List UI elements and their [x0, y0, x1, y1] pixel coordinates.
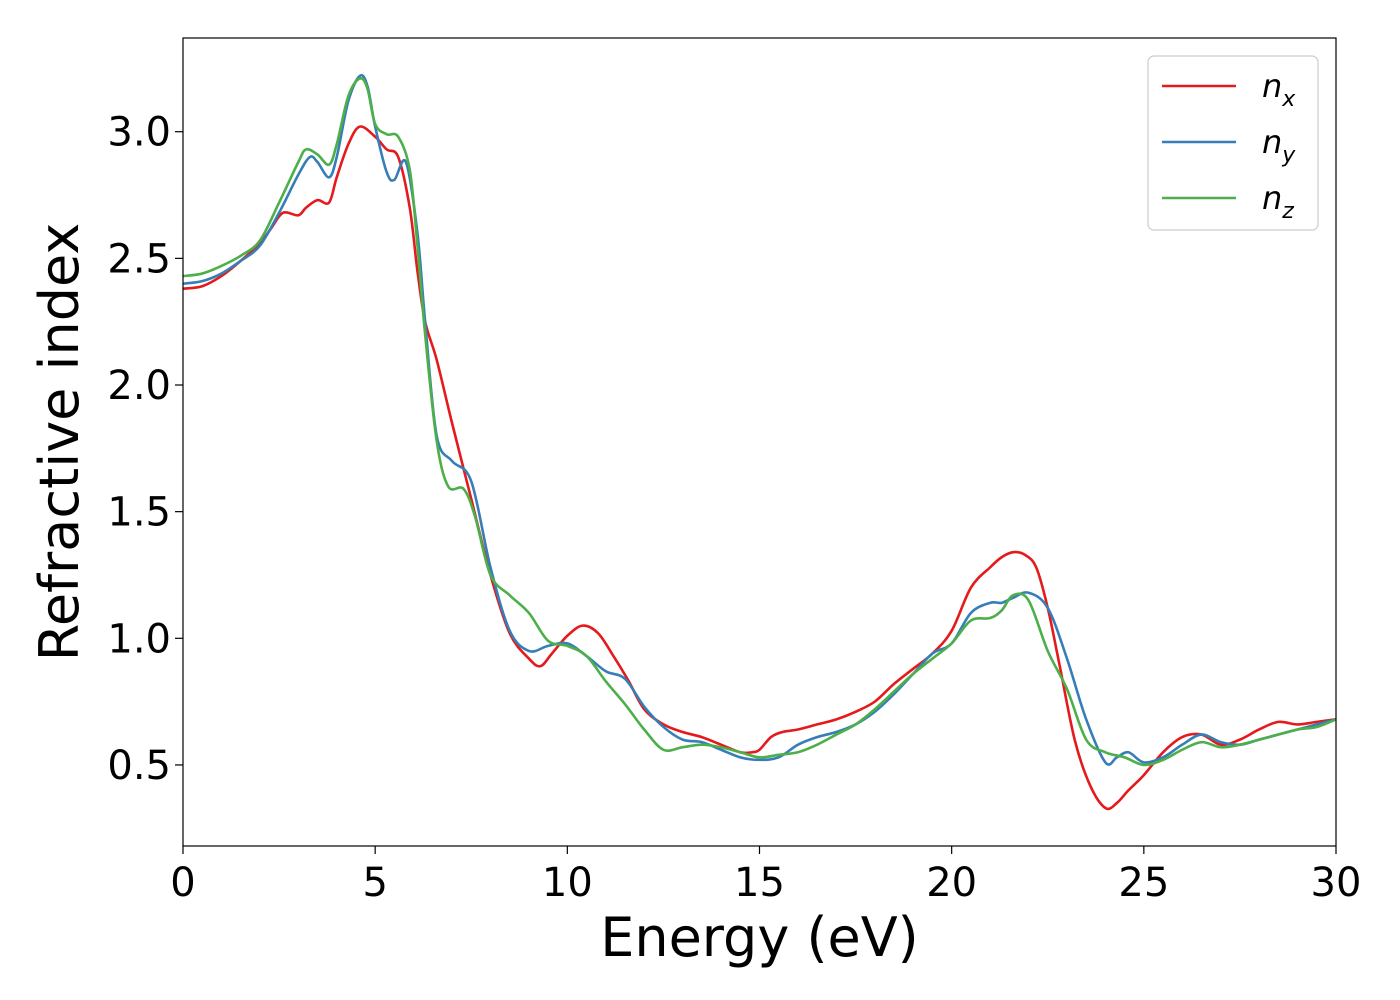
x-tick-label: 20 — [926, 860, 977, 906]
series-line-nz — [183, 77, 1336, 767]
legend-label-nx: nx — [1262, 67, 1296, 112]
y-tick-label: 0.5 — [107, 743, 171, 789]
x-tick-label: 15 — [734, 860, 785, 906]
x-tick-label: 10 — [542, 860, 593, 906]
y-tick-label: 3.0 — [107, 110, 171, 156]
legend-label-subscript: z — [1281, 199, 1294, 224]
y-axis-label: Refractive index — [28, 223, 91, 662]
y-tick-label: 1.0 — [107, 616, 171, 662]
legend-label-ny: ny — [1262, 123, 1296, 168]
legend-label-nz: nz — [1262, 179, 1294, 224]
x-tick-label: 5 — [362, 860, 387, 906]
x-axis-label: Energy (eV) — [600, 906, 919, 969]
legend-label-main: n — [1262, 179, 1282, 217]
y-tick-label: 2.0 — [107, 363, 171, 409]
x-tick-label: 0 — [170, 860, 195, 906]
series-layer — [183, 74, 1336, 811]
x-tick-label: 30 — [1311, 860, 1362, 906]
x-tick-label: 25 — [1118, 860, 1169, 906]
legend-label-subscript: y — [1281, 143, 1296, 168]
y-tick-label: 2.5 — [107, 236, 171, 282]
y-axis: 0.5 1.0 1.5 2.0 2.5 3.0 — [107, 110, 183, 789]
legend-label-main: n — [1262, 123, 1282, 161]
legend-label-main: n — [1262, 67, 1282, 105]
x-axis: 0 5 10 15 20 25 30 — [170, 846, 1361, 906]
y-tick-label: 1.5 — [107, 490, 171, 536]
legend-label-subscript: x — [1281, 87, 1296, 112]
